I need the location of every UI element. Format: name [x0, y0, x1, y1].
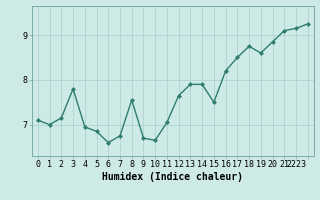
- X-axis label: Humidex (Indice chaleur): Humidex (Indice chaleur): [102, 172, 243, 182]
